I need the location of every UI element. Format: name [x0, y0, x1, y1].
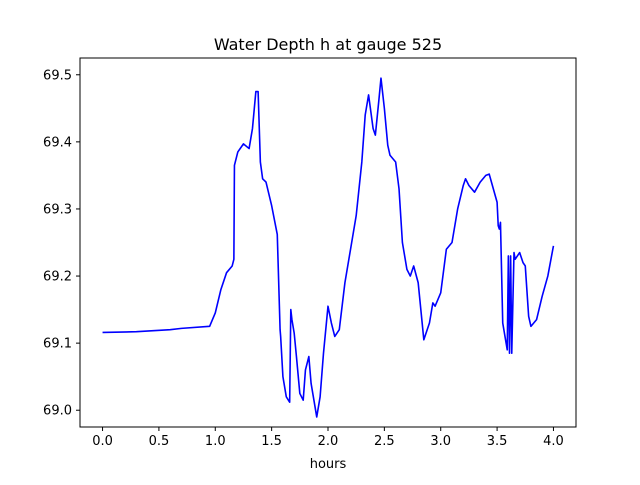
- x-tick-label: 3.0: [430, 434, 451, 449]
- x-axis-ticks: 0.0 0.5 1.0 1.5 2.0 2.5 3.0 3.5 4.0: [92, 427, 564, 449]
- x-tick-label: 4.0: [543, 434, 564, 449]
- y-tick-label: 69.4: [43, 135, 72, 150]
- y-tick-label: 69.2: [43, 270, 72, 285]
- x-tick-label: 0.0: [92, 434, 113, 449]
- y-tick-label: 69.3: [43, 202, 72, 217]
- y-tick-label: 69.0: [43, 404, 72, 419]
- chart-title: Water Depth h at gauge 525: [214, 35, 442, 54]
- y-tick-label: 69.1: [43, 337, 72, 352]
- x-tick-label: 0.5: [149, 434, 170, 449]
- y-axis-ticks: 69.0 69.1 69.2 69.3 69.4 69.5: [43, 68, 80, 419]
- y-tick-label: 69.5: [43, 68, 72, 83]
- x-tick-label: 1.5: [261, 434, 282, 449]
- x-tick-label: 2.5: [374, 434, 395, 449]
- x-tick-label: 2.0: [318, 434, 339, 449]
- x-tick-label: 3.5: [487, 434, 508, 449]
- series-line: [102, 77, 555, 418]
- x-tick-label: 1.0: [205, 434, 226, 449]
- x-axis-label: hours: [310, 457, 347, 472]
